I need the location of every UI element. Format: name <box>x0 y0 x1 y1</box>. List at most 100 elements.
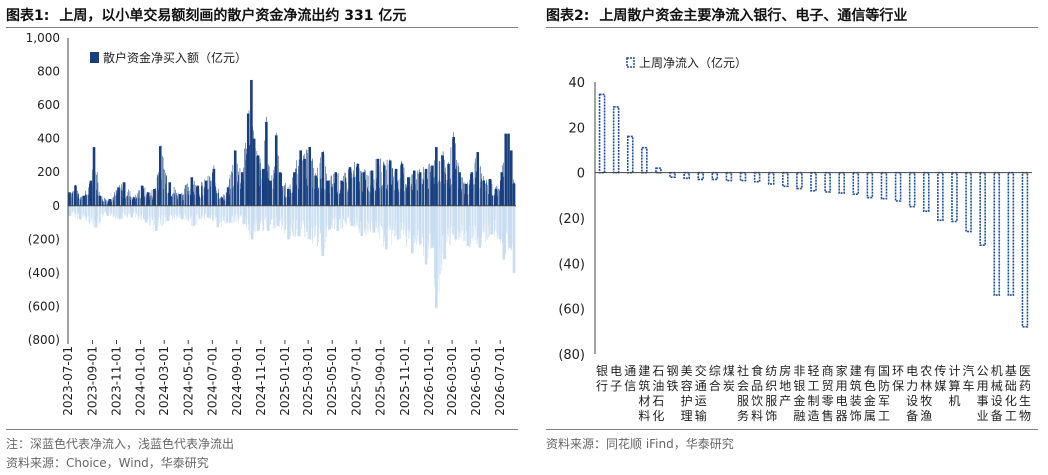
outflow-bar <box>440 205 441 275</box>
outflow-bar <box>464 205 465 242</box>
category-label: 综合 <box>709 364 721 393</box>
inflow-bar <box>403 167 405 206</box>
inflow-bar <box>492 195 493 206</box>
outflow-bar <box>460 205 462 234</box>
inflow-bar <box>311 160 312 206</box>
category-label-char: 电 <box>906 364 918 378</box>
inflow-bar <box>199 197 201 206</box>
industry-bar <box>951 171 958 223</box>
outflow-bar <box>430 205 432 235</box>
outflow-bar <box>380 205 382 227</box>
inflow-bar <box>367 175 369 206</box>
outflow-bar <box>91 205 93 220</box>
outflow-bar <box>403 205 404 236</box>
outflow-bar <box>414 205 415 236</box>
outflow-bar <box>163 205 165 218</box>
outflow-bar <box>370 205 372 232</box>
outflow-bar <box>359 205 361 222</box>
inflow-bar <box>274 135 278 206</box>
inflow-bar <box>71 193 72 206</box>
outflow-bar <box>246 205 247 229</box>
outflow-bar <box>93 205 95 220</box>
inflow-bar <box>165 183 167 206</box>
outflow-bar <box>271 205 272 221</box>
outflow-bar <box>162 205 164 224</box>
outflow-bar <box>379 205 380 240</box>
inflow-bar <box>312 187 314 206</box>
inflow-bar <box>370 192 371 206</box>
industry-bar <box>908 171 916 208</box>
inflow-bar <box>455 169 457 206</box>
inflow-bar <box>166 175 167 206</box>
inflow-bar <box>193 181 195 206</box>
inflow-bar <box>182 200 183 206</box>
outflow-bar <box>384 205 385 242</box>
outflow-bar <box>144 205 145 220</box>
inflow-bar <box>449 178 451 206</box>
outflow-bar <box>392 205 394 230</box>
inflow-bar <box>158 189 159 206</box>
inflow-bar <box>469 174 471 206</box>
outflow-bar <box>272 205 274 219</box>
outflow-bar <box>264 205 266 218</box>
chart-number: 图表2: <box>546 8 590 24</box>
outflow-bar <box>367 205 369 233</box>
category-label-char: 电 <box>836 394 848 408</box>
y-tick-label: 400 <box>37 132 60 146</box>
category-label-char: 备 <box>906 409 918 423</box>
outflow-bar <box>378 205 380 223</box>
inflow-bar <box>479 188 481 206</box>
outflow-bar <box>498 205 502 240</box>
outflow-bar <box>428 205 429 248</box>
inflow-bar <box>203 188 205 206</box>
outflow-bar <box>292 205 294 221</box>
outflow-bar <box>290 205 292 229</box>
inflow-bar <box>195 186 197 206</box>
outflow-bar <box>284 205 286 230</box>
outflow-bar <box>296 205 297 230</box>
outflow-bar <box>262 205 263 224</box>
outflow-bar <box>171 205 172 216</box>
inflow-bar <box>369 170 371 206</box>
outflow-bar <box>391 205 393 246</box>
inflow-bar <box>113 197 114 206</box>
outflow-bar <box>321 205 325 257</box>
outflow-bar <box>388 205 390 226</box>
outflow-bar <box>325 205 327 229</box>
outflow-bar <box>408 205 410 239</box>
outflow-bar <box>405 205 406 237</box>
outflow-bar <box>220 205 221 222</box>
inflow-bar <box>250 79 253 206</box>
outflow-bar <box>347 205 349 217</box>
y-tick-label: (20) <box>558 212 585 227</box>
outflow-bar <box>315 205 317 225</box>
outflow-bar <box>270 205 271 225</box>
inflow-bar <box>207 175 209 206</box>
outflow-bar <box>99 205 101 215</box>
outflow-bar <box>452 205 453 235</box>
outflow-bar <box>195 205 197 215</box>
inflow-bar <box>369 191 370 206</box>
inflow-bar <box>201 186 202 206</box>
outflow-bar <box>240 205 242 217</box>
inflow-bar <box>391 184 393 206</box>
inflow-bar <box>76 193 78 206</box>
outflow-bar <box>250 205 254 240</box>
category-label-char: 色 <box>864 379 876 393</box>
outflow-bar <box>88 205 90 223</box>
outflow-bar <box>113 205 115 218</box>
outflow-bar <box>88 205 89 216</box>
industry-bar <box>796 171 803 190</box>
outflow-bar <box>408 205 409 239</box>
category-label-char: 金 <box>793 393 805 408</box>
outflow-bar <box>279 205 281 221</box>
outflow-bar <box>453 205 455 226</box>
outflow-bar <box>190 205 191 216</box>
outflow-bar <box>202 205 204 216</box>
outflow-bar <box>295 205 297 235</box>
inflow-bar <box>216 193 217 206</box>
inflow-bar <box>418 172 422 206</box>
outflow-bar <box>393 205 394 230</box>
outflow-bar <box>457 205 459 231</box>
